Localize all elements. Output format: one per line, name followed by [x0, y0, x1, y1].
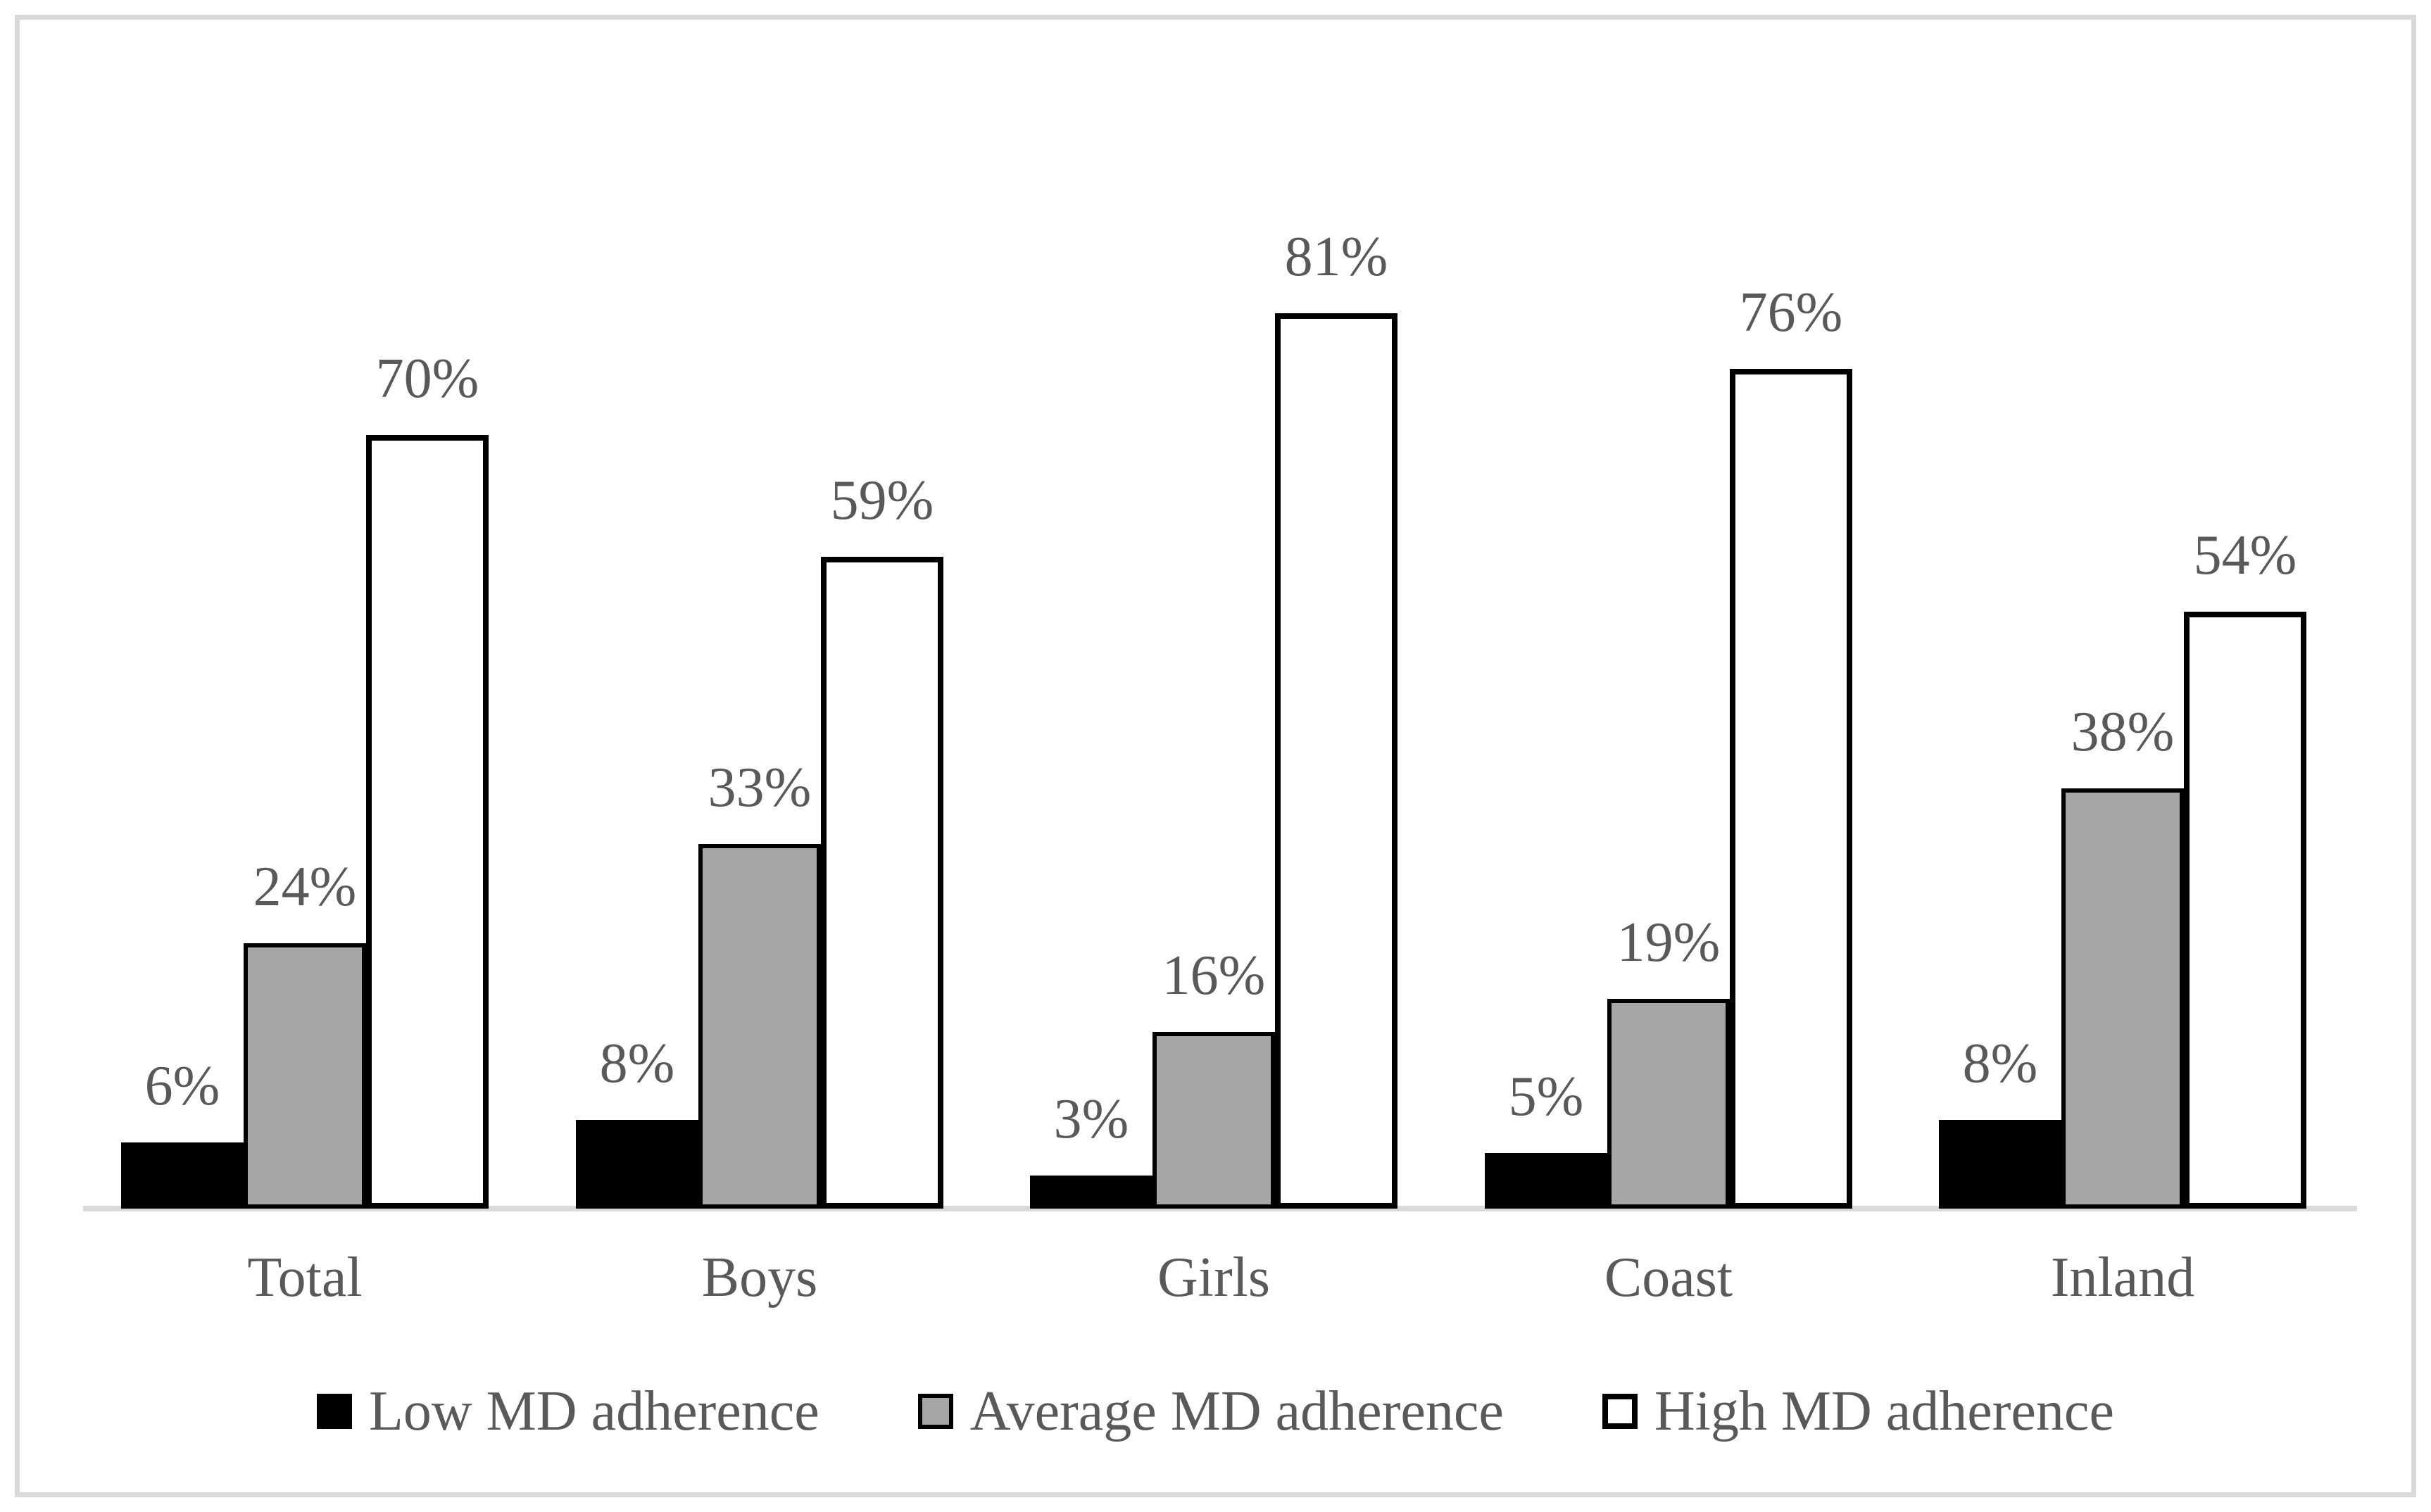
legend-label-low: Low MD adherence [369, 1380, 819, 1442]
bar-high-coast [1730, 369, 1852, 1209]
bar-high-boys [821, 557, 943, 1209]
category-label-girls: Girls [1157, 1247, 1270, 1309]
bar-low-boys [576, 1120, 698, 1209]
value-label-average-boys: 33% [708, 757, 812, 819]
legend-label-high: High MD adherence [1654, 1380, 2114, 1442]
bar-low-inland [1939, 1120, 2061, 1209]
legend-swatch-average-icon [917, 1394, 953, 1429]
legend-item-low: Low MD adherence [317, 1383, 819, 1439]
value-label-low-boys: 8% [599, 1033, 675, 1095]
value-label-average-total: 24% [253, 856, 357, 918]
legend-label-average: Average MD adherence [969, 1380, 1504, 1442]
x-axis-baseline [83, 1206, 2357, 1211]
bar-average-girls [1152, 1032, 1275, 1209]
legend-swatch-low-icon [317, 1394, 353, 1429]
bar-average-total [244, 943, 366, 1209]
category-label-boys: Boys [701, 1247, 818, 1309]
value-label-high-inland: 54% [2193, 524, 2297, 586]
value-label-high-boys: 59% [830, 470, 934, 531]
category-label-inland: Inland [2050, 1247, 2195, 1309]
value-label-high-girls: 81% [1284, 226, 1388, 288]
value-label-average-girls: 16% [1162, 945, 1266, 1007]
bar-average-inland [2061, 788, 2184, 1209]
bar-high-inland [2184, 612, 2306, 1209]
bar-average-boys [698, 844, 821, 1209]
value-label-average-inland: 38% [2071, 701, 2175, 763]
category-label-coast: Coast [1604, 1247, 1733, 1309]
legend-swatch-high-icon [1602, 1394, 1638, 1429]
value-label-low-total: 6% [144, 1055, 220, 1117]
bar-average-coast [1607, 999, 1730, 1209]
value-label-average-coast: 19% [1616, 912, 1721, 974]
value-label-low-coast: 5% [1508, 1066, 1584, 1128]
bar-low-coast [1485, 1153, 1607, 1209]
bar-low-girls [1030, 1176, 1152, 1209]
bar-low-total [121, 1142, 244, 1209]
legend-item-high: High MD adherence [1602, 1383, 2114, 1439]
value-label-low-girls: 3% [1053, 1088, 1129, 1150]
category-label-total: Total [247, 1247, 363, 1309]
legend: Low MD adherence Average MD adherence High… [0, 1373, 2431, 1450]
legend-item-average: Average MD adherence [917, 1380, 1504, 1442]
value-label-high-total: 70% [375, 348, 479, 410]
bar-high-girls [1275, 313, 1397, 1209]
value-label-low-inland: 8% [1962, 1033, 2038, 1095]
figure-frame [15, 15, 2416, 1497]
value-label-high-coast: 76% [1739, 282, 1843, 344]
bar-high-total [366, 435, 489, 1209]
